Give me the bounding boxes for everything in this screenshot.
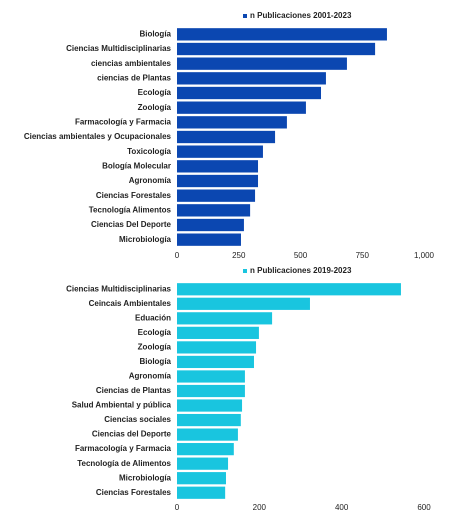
y-tick-label: Ciencias Multidisciplinarias [66, 284, 171, 293]
y-tick-label: Farmacología y Farmacia [75, 444, 172, 453]
bar [177, 428, 238, 441]
y-tick-label: Biología [139, 357, 171, 366]
bar [177, 355, 254, 369]
y-tick-label: Ciencias de Plantas [96, 386, 172, 395]
y-tick-label: ciencias de Plantas [97, 73, 171, 82]
bar [177, 116, 287, 129]
bar [177, 472, 226, 485]
bar [177, 160, 259, 173]
y-tick-label: Ciencias Multidisciplinarias [66, 44, 171, 53]
y-tick-label: ciencias ambientales [91, 59, 172, 68]
x-tick-label: 600 [417, 503, 431, 512]
bar [177, 233, 241, 246]
bar [177, 42, 376, 56]
y-tick-label: Zoología [138, 343, 172, 352]
y-tick-label: Zoología [138, 103, 172, 112]
bar [177, 312, 273, 325]
y-tick-label: Eduación [135, 313, 171, 322]
x-tick-label: 0 [175, 251, 180, 260]
bar [177, 204, 251, 217]
y-tick-label: Biología [139, 29, 171, 38]
x-tick-label: 200 [253, 503, 267, 512]
bar [177, 413, 241, 427]
bar [177, 486, 226, 499]
y-tick-label: Microbiología [119, 473, 172, 482]
y-tick-label: Ciencias ambientales y Ocupacionales [24, 132, 172, 141]
bar [177, 326, 259, 339]
bar [177, 283, 401, 296]
bar [177, 86, 322, 100]
x-tick-label: 500 [294, 251, 308, 260]
y-tick-label: Tecnología Alimentos [89, 205, 172, 214]
y-tick-label: Bología Molecular [102, 161, 171, 170]
y-tick-label: Farmacología y Farmacia [75, 117, 172, 126]
bar [177, 370, 245, 383]
y-tick-label: Agronomía [129, 372, 172, 381]
bar [177, 101, 306, 114]
y-tick-label: Toxicología [127, 147, 171, 156]
bar [177, 399, 243, 412]
bar [177, 145, 263, 158]
y-tick-label: Ciencias Del Deporte [91, 220, 172, 229]
bar [177, 130, 276, 144]
y-tick-label: Salud Ambiental y pública [72, 401, 172, 410]
bar [177, 297, 310, 310]
y-tick-label: Ceincais Ambientales [89, 299, 172, 308]
y-tick-label: Ciencias Forestales [96, 488, 172, 497]
x-tick-label: 400 [335, 503, 349, 512]
bar [177, 189, 256, 202]
bar [177, 28, 387, 41]
y-tick-label: Microbiología [119, 235, 172, 244]
bar [177, 384, 245, 398]
y-tick-label: Ciencias del Deporte [92, 430, 172, 439]
y-tick-label: Agronomía [129, 176, 172, 185]
y-tick-label: Tecnología de Alimentos [77, 459, 171, 468]
y-tick-label: Ciencias sociales [104, 415, 171, 424]
y-tick-label: Ecología [138, 88, 172, 97]
bar [177, 174, 259, 188]
x-tick-label: 0 [175, 503, 180, 512]
x-tick-label: 750 [356, 251, 370, 260]
bar [177, 443, 234, 456]
x-tick-label: 250 [232, 251, 246, 260]
x-tick-label: 1,000 [414, 251, 435, 260]
bar [177, 218, 244, 232]
legend-swatch [243, 269, 247, 273]
bar [177, 57, 347, 70]
bar [177, 341, 257, 354]
legend-label: n Publicaciones 2001-2023 [250, 11, 352, 20]
bar [177, 72, 326, 85]
y-tick-label: Ciencias Forestales [96, 191, 172, 200]
bar [177, 457, 229, 470]
legend-label: n Publicaciones 2019-2023 [250, 266, 352, 275]
y-tick-label: Ecología [138, 328, 172, 337]
legend-swatch [243, 14, 247, 18]
